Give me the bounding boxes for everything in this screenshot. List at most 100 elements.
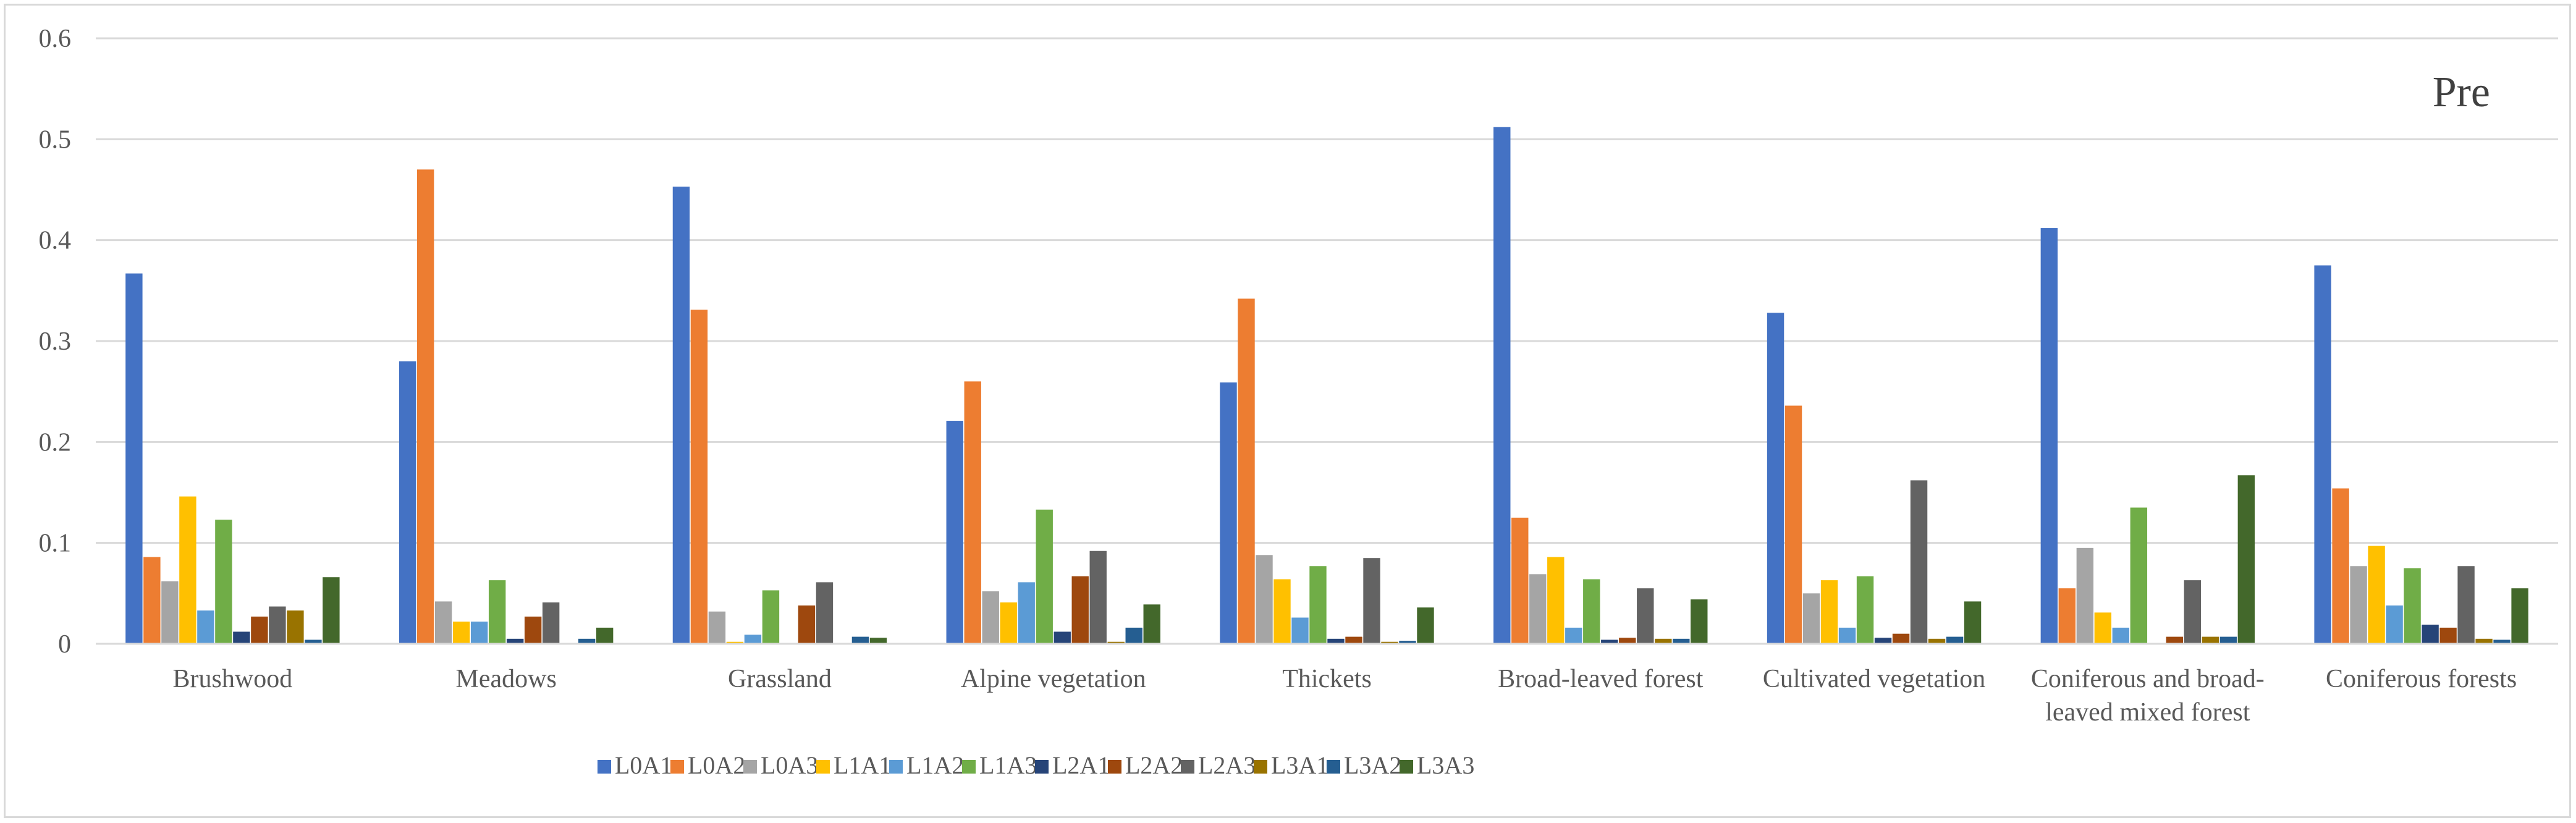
bar-L1A3-7 [2130,507,2148,644]
bar-L1A3-4 [1309,566,1327,644]
bar-L1A1-0 [179,496,196,644]
legend: L0A1 L0A2 L0A3 L1A1 L1A2 L1A3 L2A1 L2A2 L2A3 L3A1… [598,751,1474,779]
bar-L0A3-7 [2076,547,2094,644]
y-tick-label: 0.2 [39,428,72,457]
bar-L3A3-6 [1964,601,1982,644]
bar-L0A3-1 [434,601,452,644]
legend-label-L2A3: L2A3 [1198,751,1256,779]
bar-L2A3-8 [2457,566,2475,644]
bar-L1A3-3 [1036,509,1053,644]
bar-L0A1-3 [946,421,963,644]
y-tick-label: 0.3 [39,327,72,356]
bar-L2A2-4 [1345,636,1362,644]
bar-L3A3-0 [323,577,340,644]
x-tick-label: Brushwood [173,665,293,693]
bar-L1A3-5 [1583,579,1600,644]
legend-label-L2A1: L2A1 [1052,751,1110,779]
bar-L1A2-5 [1565,627,1582,644]
bar-L3A1-4 [1381,641,1398,644]
bar-L1A2-1 [470,622,488,644]
bar-L1A1-6 [1820,580,1838,644]
legend-label-L3A3: L3A3 [1417,751,1474,779]
bar-L2A1-6 [1874,638,1892,644]
y-axis: 0 0.1 0.2 0.3 0.4 0.5 0.6 [39,25,72,659]
bar-L3A1-6 [1928,638,1946,644]
x-tick-label: Broad-leaved forest [1498,665,1704,693]
legend-swatch-L0A2 [670,760,684,774]
bar-L0A1-4 [1220,382,1237,644]
bar-L3A2-8 [2493,639,2511,644]
bar-L3A2-7 [2219,636,2237,644]
bar-L1A1-3 [1000,602,1017,644]
bar-L0A3-5 [1529,574,1547,644]
legend-label-L1A3: L1A3 [979,751,1037,779]
bar-L2A3-2 [816,582,834,644]
bar-L1A3-8 [2404,568,2421,644]
bar-L3A3-3 [1143,604,1160,644]
bar-L2A2-3 [1071,576,1089,644]
bar-L2A3-1 [542,602,560,644]
legend-swatch-L3A2 [1327,760,1340,774]
legend-swatch-L3A1 [1254,760,1267,774]
bar-L1A2-8 [2386,605,2403,644]
bar-L2A2-8 [2439,627,2457,644]
bar-L2A1-5 [1601,639,1618,644]
legend-label-L0A2: L0A2 [688,751,745,779]
bar-L2A1-3 [1054,631,1071,644]
bar-L0A3-6 [1802,593,1820,644]
bar-L3A2-4 [1399,641,1416,644]
bar-L3A2-2 [851,636,869,644]
bar-L1A2-4 [1291,617,1309,644]
legend-label-L2A2: L2A2 [1125,751,1183,779]
legend-swatch-L2A3 [1181,760,1194,774]
bar-L0A2-1 [416,169,434,644]
bar-L0A2-7 [2058,588,2076,644]
legend-label-L1A2: L1A2 [906,751,964,779]
bars [125,127,2528,644]
bar-L3A3-5 [1691,599,1708,644]
bar-L0A3-2 [708,611,726,644]
bar-L0A2-3 [964,381,981,644]
bar-L2A2-2 [798,605,816,644]
bar-L1A2-0 [197,610,214,644]
legend-swatch-L1A1 [816,760,830,774]
bar-L2A3-7 [2184,580,2202,644]
chart-annotation: Pre [2433,69,2490,116]
bar-L0A1-1 [399,361,416,644]
legend-swatch-L1A2 [889,760,903,774]
y-tick-label: 0.6 [39,25,72,53]
bar-L0A3-4 [1256,555,1273,644]
bar-L3A3-2 [869,638,887,644]
legend-swatch-L0A1 [598,760,611,774]
bar-L0A2-0 [143,557,161,644]
bar-L1A1-5 [1547,557,1565,644]
legend-label-L3A2: L3A2 [1344,751,1401,779]
bar-L1A3-0 [215,520,232,644]
y-tick-label: 0.1 [39,530,72,558]
y-tick-label: 0 [58,630,71,659]
bar-L0A2-2 [690,310,708,644]
bar-L0A3-3 [982,591,999,644]
bar-L3A2-5 [1673,638,1690,644]
bar-L3A3-7 [2237,475,2255,644]
bar-L0A2-5 [1511,517,1529,644]
bar-L3A1-8 [2475,638,2493,644]
bar-L1A3-6 [1856,576,1874,644]
x-axis: Brushwood Meadows Grassland Alpine vegetati… [96,643,2558,727]
bar-L2A1-8 [2422,624,2439,644]
x-tick-label: leaved mixed forest [2045,698,2250,727]
bar-L1A1-4 [1273,579,1291,644]
bar-L2A3-3 [1089,551,1107,644]
bar-L0A2-4 [1238,298,1255,644]
x-tick-label: Grassland [728,665,832,693]
legend-swatch-L2A1 [1035,760,1049,774]
bar-L2A2-6 [1892,633,1910,644]
bar-L0A1-2 [672,187,690,644]
legend-label-L0A3: L0A3 [761,751,818,779]
legend-swatch-L1A3 [962,760,976,774]
bar-L2A3-0 [269,606,286,644]
bar-L1A3-1 [488,580,506,644]
bar-L3A1-5 [1655,638,1672,644]
bar-L1A1-8 [2368,546,2385,644]
